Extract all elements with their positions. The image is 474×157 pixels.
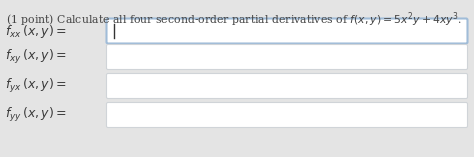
Text: $f_{yx}\,(x,y) =$: $f_{yx}\,(x,y) =$ [5,77,67,95]
Text: $f_{xy}\,(x,y) =$: $f_{xy}\,(x,y) =$ [5,48,67,66]
FancyBboxPatch shape [107,103,467,127]
Text: $f_{yy}\,(x,y) =$: $f_{yy}\,(x,y) =$ [5,106,67,124]
FancyBboxPatch shape [107,19,467,43]
Text: $f_{xx}\,(x,y) =$: $f_{xx}\,(x,y) =$ [5,22,67,40]
FancyBboxPatch shape [107,44,467,70]
Text: (1 point) Calculate all four second-order partial derivatives of $f(x, y) = 5x^2: (1 point) Calculate all four second-orde… [6,10,462,29]
FancyBboxPatch shape [107,73,467,98]
